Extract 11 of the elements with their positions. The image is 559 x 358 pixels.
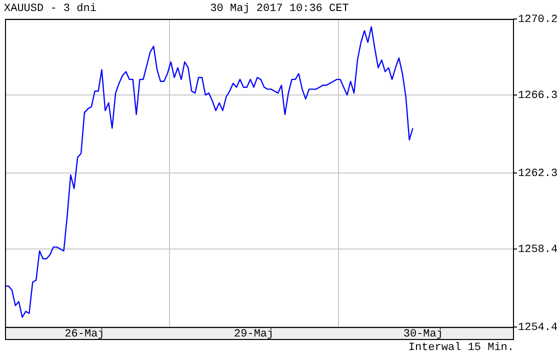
x-tick-label: 29-Maj [234,328,274,341]
x-tick-label: 30-Maj [403,328,443,341]
chart-title: XAUUSD - 3 dni [4,3,96,16]
y-tick-label: 1258.4 [518,244,558,256]
y-tick-label: 1254.4 [518,322,558,334]
y-tick-label: 1266.3 [518,90,558,102]
x-tick-label: 26-Maj [64,328,104,341]
chart-subtitle: 30 Maj 2017 10:36 CET [210,3,349,15]
y-tick-label: 1262.3 [518,168,558,180]
y-tick-label: 1270.2 [518,14,558,26]
text: Interwal 15 Min. [408,342,514,355]
